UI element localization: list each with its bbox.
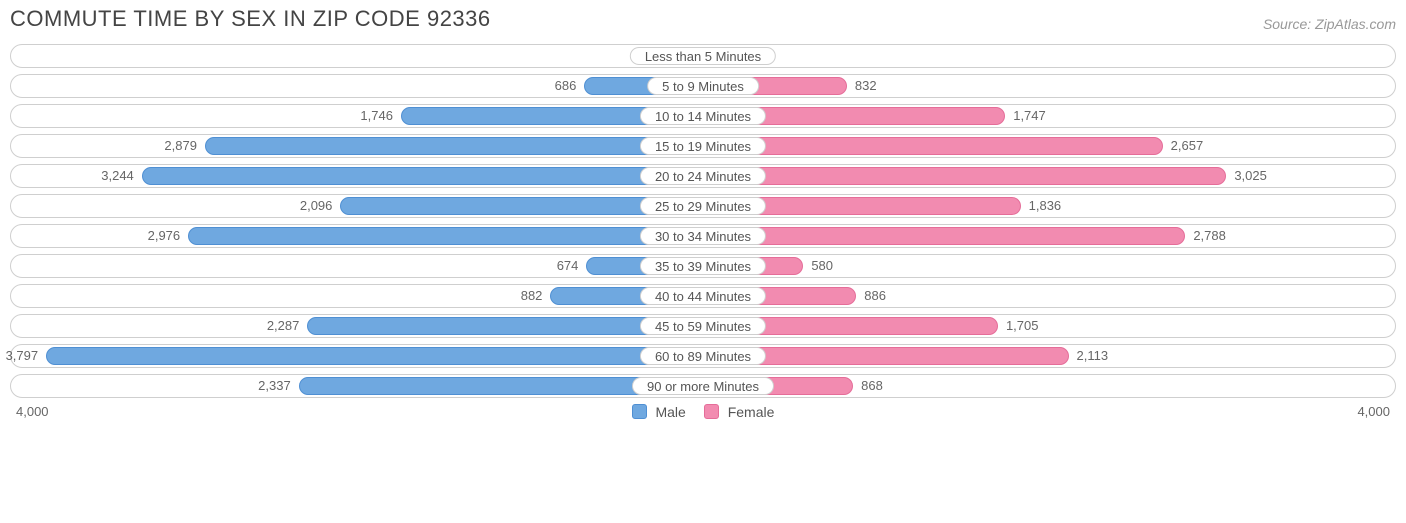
chart-row: 1,746 1,747 10 to 14 Minutes: [10, 104, 1396, 128]
chart-row: 882 886 40 to 44 Minutes: [10, 284, 1396, 308]
chart-axis: 4,000 Male Female 4,000: [10, 404, 1396, 420]
axis-left-label: 4,000: [16, 404, 49, 420]
chart-row: 2,879 2,657 15 to 19 Minutes: [10, 134, 1396, 158]
male-bar: [188, 227, 703, 245]
chart-header: COMMUTE TIME BY SEX IN ZIP CODE 92336 So…: [10, 6, 1396, 32]
category-label: 35 to 39 Minutes: [640, 257, 766, 275]
chart-row: 3,244 3,025 20 to 24 Minutes: [10, 164, 1396, 188]
female-bar: [703, 227, 1185, 245]
female-bar: [703, 167, 1226, 185]
legend-male-label: Male: [655, 404, 685, 420]
female-value: 2,788: [1193, 225, 1226, 247]
chart-row: 3,7972,11360 to 89 Minutes: [10, 344, 1396, 368]
male-value: 2,096: [300, 195, 333, 217]
male-value: 686: [555, 75, 577, 97]
category-label: 10 to 14 Minutes: [640, 107, 766, 125]
legend-female: Female: [704, 404, 775, 420]
chart-row: 107176Less than 5 Minutes: [10, 44, 1396, 68]
male-bar: [205, 137, 703, 155]
chart-row: 2,287 1,705 45 to 59 Minutes: [10, 314, 1396, 338]
category-label: 30 to 34 Minutes: [640, 227, 766, 245]
female-value: 3,025: [1234, 165, 1267, 187]
female-swatch-icon: [704, 404, 719, 419]
chart-title: COMMUTE TIME BY SEX IN ZIP CODE 92336: [10, 6, 491, 32]
female-value: 868: [861, 375, 883, 397]
female-value: 1,747: [1013, 105, 1046, 127]
male-value: 3,244: [101, 165, 134, 187]
male-bar: [142, 167, 703, 185]
female-bar: [703, 137, 1163, 155]
female-value: 2,113: [1077, 345, 1109, 367]
chart-rows: 107176Less than 5 Minutes 686 832 5 to 9 Mi…: [10, 44, 1396, 398]
chart-row: 2,096 1,836 25 to 29 Minutes: [10, 194, 1396, 218]
female-value: 2,657: [1171, 135, 1204, 157]
male-value: 2,337: [258, 375, 291, 397]
axis-right-label: 4,000: [1357, 404, 1390, 420]
male-swatch-icon: [632, 404, 647, 419]
female-value: 580: [811, 255, 833, 277]
chart-row: 674 580 35 to 39 Minutes: [10, 254, 1396, 278]
category-label: 45 to 59 Minutes: [640, 317, 766, 335]
female-value: 1,836: [1029, 195, 1062, 217]
legend-female-label: Female: [728, 404, 775, 420]
category-label: 5 to 9 Minutes: [647, 77, 759, 95]
chart-legend: Male Female: [632, 404, 775, 420]
category-label: 15 to 19 Minutes: [640, 137, 766, 155]
male-value: 1,746: [360, 105, 393, 127]
chart-row: 2,976 2,788 30 to 34 Minutes: [10, 224, 1396, 248]
female-value: 1,705: [1006, 315, 1039, 337]
chart-row: 686 832 5 to 9 Minutes: [10, 74, 1396, 98]
legend-male: Male: [632, 404, 686, 420]
male-bar: [46, 347, 703, 365]
male-value: 2,976: [148, 225, 181, 247]
category-label: 40 to 44 Minutes: [640, 287, 766, 305]
category-label: 20 to 24 Minutes: [640, 167, 766, 185]
male-value: 2,879: [164, 135, 197, 157]
category-label: 60 to 89 Minutes: [640, 347, 766, 365]
chart-source: Source: ZipAtlas.com: [1263, 16, 1396, 32]
male-value: 882: [521, 285, 543, 307]
chart-row: 2,337 868 90 or more Minutes: [10, 374, 1396, 398]
category-label: 90 or more Minutes: [632, 377, 774, 395]
female-value: 832: [855, 75, 877, 97]
male-value: 674: [557, 255, 579, 277]
category-label: 25 to 29 Minutes: [640, 197, 766, 215]
female-value: 886: [864, 285, 886, 307]
male-value: 3,797: [6, 345, 39, 367]
male-value: 2,287: [267, 315, 300, 337]
category-label: Less than 5 Minutes: [630, 47, 776, 65]
